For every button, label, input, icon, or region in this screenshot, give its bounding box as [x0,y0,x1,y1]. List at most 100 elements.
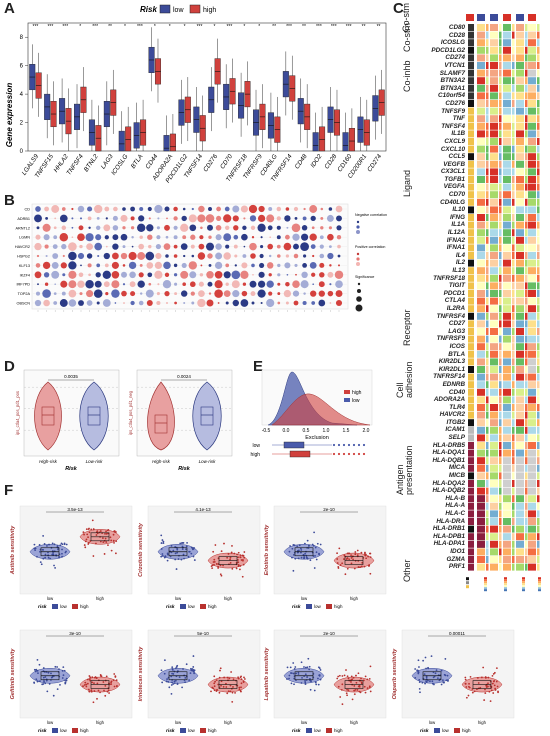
heatmap-gene-label: ITGB2 [446,418,465,426]
x-axis-title: Risk [178,466,191,472]
corr-dot [266,214,275,223]
heatmap-cell [525,442,528,449]
heatmap-cell [516,419,524,427]
panel-e-density: -0.5 0.0 0.5 1.0 1.5 2.0Exclusionhighlowlowhi… [251,369,373,458]
corr-dot [319,244,324,249]
panel-label-e: E [253,358,264,375]
heatmap-cell [528,107,536,115]
sample-point [447,680,449,682]
sample-point [343,674,346,677]
sample-point [310,680,312,683]
corr-dot [277,263,281,268]
heatmap-cell [486,168,489,176]
sample-point [339,696,342,698]
sample-point [350,562,353,565]
heatmap-cell [512,206,515,214]
sample-point [115,679,118,682]
corr-dot [200,264,203,267]
corr-dot [309,233,317,241]
y-label: Erlotinib sensitivity [264,524,270,576]
sample-point [315,683,318,686]
sample-point [427,679,429,682]
heatmap-cell [468,115,474,123]
heatmap-cell [528,115,536,123]
heatmap-cell [503,312,511,320]
heatmap-cell [528,183,536,191]
sample-point [424,682,426,685]
sample-point [109,536,112,539]
heatmap-cell [486,138,489,145]
heatmap-cell [486,533,489,541]
sample-point [181,545,184,548]
sample-point [47,671,50,674]
corr-dot [61,291,66,296]
heatmap-cell [499,312,502,320]
heatmap-cell [525,434,528,442]
corr-dot [320,207,324,211]
heatmap-cell [525,145,528,153]
sample-point [318,553,320,556]
gene-label: IDO2 [309,153,323,169]
heatmap-cell [486,358,489,366]
heatmap-cell [512,472,515,480]
corr-dot [95,225,101,231]
heatmap-cell [525,343,528,351]
heatmap-cell [516,457,524,465]
heatmap-cell [490,145,498,153]
sample-point [54,567,56,569]
heatmap-cell [528,426,536,434]
heatmap-cell [503,107,511,115]
heatmap-cell [499,168,502,176]
heatmap-gene-label: CD27 [448,320,465,328]
heatmap-cell [528,69,536,77]
corr-dot [59,299,68,307]
legend-risk: risk [38,604,47,610]
sample-point [294,557,297,560]
heatmap-cell [486,328,489,335]
corr-dot [53,226,57,230]
heatmap-cell [477,259,485,267]
heatmap-cell [516,130,524,138]
heatmap-cell [528,198,536,206]
corr-dot [181,262,187,268]
sample-point [432,676,435,679]
legend-risk: risk [292,604,301,610]
heatmap-cell [490,290,498,297]
heatmap-cell [525,426,528,434]
heatmap-cell [537,563,540,571]
sample-point [291,547,294,550]
heatmap-cell [486,442,489,449]
corr-dot [277,273,281,277]
sample-point [108,692,110,694]
heatmap-cell [512,221,515,229]
corr-dot [257,289,266,298]
sample-point [170,692,173,695]
corr-dot [163,243,171,250]
heatmap-cell [468,130,474,138]
heatmap-cell [486,92,489,100]
sample-point [360,551,363,554]
sample-point [192,655,195,657]
sample-point [214,680,216,683]
corr-dot [96,263,101,268]
x-label: High-risk [152,459,171,464]
corr-dot [35,234,41,240]
heatmap-cell [525,563,528,571]
sample-point [182,668,184,670]
heatmap-cell [499,92,502,100]
heatmap-cell [490,31,498,39]
heatmap-cell [503,540,511,548]
corr-dot [43,234,50,241]
sample-point [36,555,38,558]
sample-point [354,688,357,691]
sample-point [95,677,98,680]
heatmap-cell [525,449,528,457]
sample-point [182,542,185,544]
sig-star: ** [108,24,112,30]
sample-point [304,552,307,555]
heatmap-cell [537,366,540,373]
heatmap-cell [477,518,485,525]
sample-point [114,552,117,555]
heatmap-cell [477,540,485,548]
